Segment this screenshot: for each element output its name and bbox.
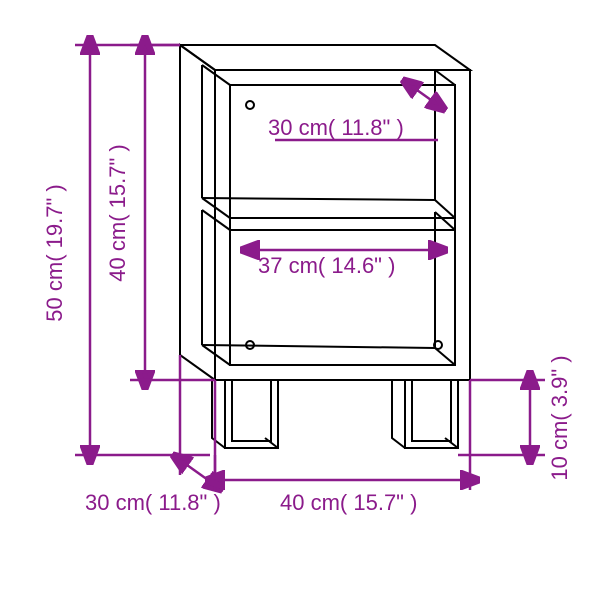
- val-in: ( 15.7" ): [105, 144, 130, 222]
- val-cm: 40 cm: [280, 490, 340, 515]
- dim-depth-inner: 30 cm( 11.8" ): [268, 115, 404, 141]
- val-cm: 30 cm: [85, 490, 145, 515]
- dim-depth-outer: 30 cm( 11.8" ): [85, 490, 221, 516]
- dim-width-outer: 40 cm( 15.7" ): [280, 490, 417, 516]
- val-cm: 40 cm: [105, 222, 130, 282]
- dim-leg-height: 10 cm( 3.9" ): [547, 353, 573, 483]
- val-cm: 37 cm: [258, 253, 318, 278]
- val-cm: 30 cm: [268, 115, 328, 140]
- val-in: ( 11.8" ): [145, 490, 221, 515]
- dim-width-inner: 37 cm( 14.6" ): [258, 253, 395, 279]
- val-in: ( 3.9" ): [547, 355, 572, 420]
- dim-height-box: 40 cm( 15.7" ): [105, 143, 131, 283]
- val-in: ( 19.7" ): [42, 184, 67, 262]
- dim-height-total: 50 cm( 19.7" ): [42, 178, 68, 328]
- val-in: ( 11.8" ): [328, 115, 404, 140]
- val-cm: 50 cm: [42, 262, 67, 322]
- val-cm: 10 cm: [547, 421, 572, 481]
- val-in: ( 14.6" ): [318, 253, 396, 278]
- val-in: ( 15.7" ): [340, 490, 418, 515]
